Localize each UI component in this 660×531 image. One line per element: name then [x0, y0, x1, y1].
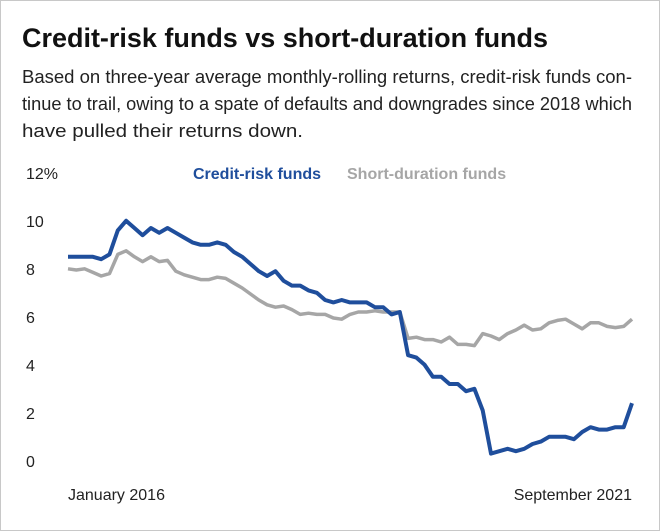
y-tick-label: 4: [26, 358, 35, 375]
series-line: [68, 218, 634, 456]
subtitle-line: Based on three-year average monthly-roll…: [22, 67, 632, 87]
y-tick-label: 10: [26, 214, 44, 231]
y-tick-label: 8: [26, 262, 35, 279]
x-tick-label: September 2021: [514, 487, 632, 504]
y-tick-label: 12%: [26, 166, 58, 183]
y-tick-label: 0: [26, 454, 35, 471]
legend-entry: Credit-risk funds: [193, 166, 321, 183]
subtitle-line: tinue to trail, owing to a spate of defa…: [22, 94, 632, 114]
y-tick-label: 6: [26, 310, 35, 327]
series-line: [67, 249, 634, 348]
x-tick-label: January 2016: [68, 487, 165, 504]
y-tick-label: 2: [26, 406, 35, 423]
legend-entry: Short-duration funds: [347, 166, 506, 183]
chart-title: Credit-risk funds vs short-duration fund…: [22, 23, 548, 53]
subtitle-line: have pulled their returns down.: [22, 121, 303, 141]
